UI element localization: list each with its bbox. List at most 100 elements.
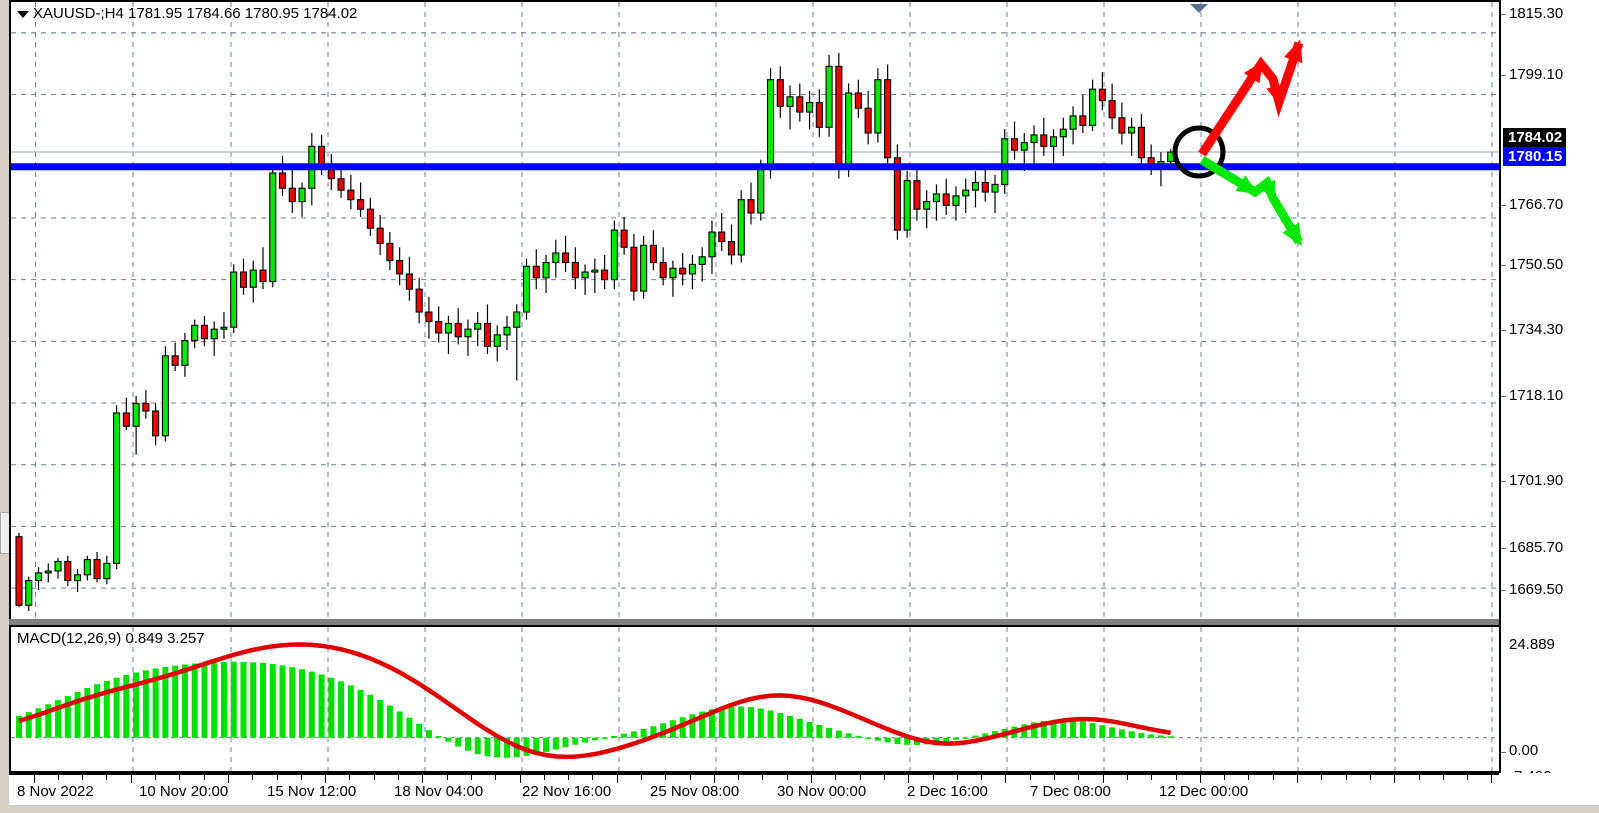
time-axis-tick [1151,775,1152,780]
symbol-header-text: XAUUSD-;H4 1781.95 1784.66 1780.95 1784.… [33,5,358,22]
macd-bar [64,696,71,738]
window-bottom-edge [0,805,1599,813]
candle-body [25,579,33,606]
candle-body [708,231,716,258]
time-axis-tick [252,775,253,780]
candle-body [815,101,823,128]
candle-body [405,273,413,290]
price-axis-tick [1501,330,1506,331]
macd-bar [211,662,218,738]
candle-body [610,229,618,281]
collapse-triangle-icon[interactable] [17,10,29,18]
price-axis-label: 1701.90 [1509,472,1564,489]
candle-body [864,107,872,134]
macd-bar [328,677,335,738]
time-axis-label: 30 Nov 00:00 [777,783,867,800]
macd-bar [1060,719,1067,738]
candle-body [249,269,257,288]
price-axis[interactable]: 1815.30 1799.10 1766.70 1750.50 1734.30 1718.… [1499,0,1599,784]
time-axis-tick [908,775,909,783]
time-axis-tick [641,775,642,780]
candle-body [991,183,999,193]
candle-body [347,189,355,201]
macd-bar [113,677,120,738]
time-axis-tick [665,775,666,780]
macd-bar [1138,733,1145,738]
macd-bar [748,707,754,738]
price-axis-tick [1501,481,1506,482]
macd-bar [16,715,22,738]
macd-bar [230,661,237,738]
candle-body [278,172,287,189]
time-axis-tick [1176,775,1177,780]
price-chart-panel[interactable]: XAUUSD-;H4 1781.95 1784.66 1780.95 1784.… [9,0,1499,619]
macd-bar [377,699,384,738]
macd-bar [84,688,91,738]
candle-body [766,79,775,170]
time-axis-label: 22 Nov 16:00 [522,783,612,800]
candle-body [44,570,52,574]
macd-bar [572,737,579,745]
time-axis-tick [1321,775,1322,780]
candle-body [874,79,882,134]
macd-bar [1040,721,1047,738]
time-axis-tick [1394,775,1395,783]
candle-body [357,199,365,210]
macd-indicator-panel[interactable]: MACD(12,26,9) 0.849 3.257 [9,625,1499,773]
time-axis-tick [179,775,180,780]
time-axis-tick [82,775,83,780]
macd-bar [972,735,979,738]
macd-bar [884,737,891,743]
price-axis-tick [1501,396,1506,397]
macd-bar [552,737,559,750]
time-axis-tick [738,775,739,780]
candle-body [1128,126,1136,134]
time-axis-tick [131,775,132,783]
candle-body [298,187,306,203]
macd-bar [708,709,715,738]
candle-body [659,261,667,279]
macd-bar [1109,727,1116,738]
candle-body [171,355,179,366]
time-axis-tick [1443,775,1444,780]
candle-body [415,288,423,313]
candle-body [562,252,570,264]
macd-bar [543,737,550,752]
time-axis-label: 15 Nov 12:00 [267,783,357,800]
candle-body [288,187,296,203]
macd-bar [533,737,540,755]
candle-body [464,328,472,338]
time-axis-tick [1419,775,1420,780]
macd-bar [582,737,589,743]
macd-bar [757,708,764,738]
macd-bar [650,726,657,738]
macd-bar [894,737,901,744]
candle-body [903,180,911,231]
candle-body [425,311,433,323]
candle-body [220,326,228,330]
candle-body [932,193,940,203]
time-axis-tick [1103,775,1104,783]
macd-bar [718,707,725,738]
macd-signal-line [18,642,1172,760]
time-axis-tick [106,775,107,780]
chart-top-marker-icon[interactable] [1190,4,1208,13]
macd-bar [133,672,140,738]
candle-body [1137,126,1145,159]
time-axis-tick [811,775,812,783]
time-axis-label: 7 Dec 08:00 [1030,783,1111,800]
candle-body [239,271,248,288]
time-axis-tick [228,775,229,783]
macd-bar [123,674,130,738]
macd-bar [1128,731,1135,738]
time-axis-tick [398,775,399,780]
macd-bar [152,668,159,738]
macd-bar [416,723,423,738]
macd-bar [474,737,481,754]
window-corner [0,805,9,813]
time-axis-tick [1248,775,1249,780]
macd-bar [308,671,315,738]
macd-bar [816,724,823,738]
time-axis-tick [762,775,763,780]
